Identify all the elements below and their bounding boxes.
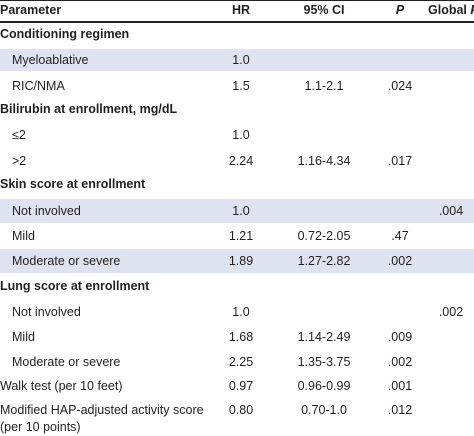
row-hr: 1.21: [228, 229, 254, 243]
row-p: .001: [387, 379, 413, 393]
section-header: Lung score at enrollment: [0, 279, 474, 299]
row-ci: 1.35-3.75: [297, 355, 351, 369]
row-label: Not involved: [12, 305, 81, 319]
table-row: Not involved 1.0 .002: [0, 300, 474, 324]
top-rule: [0, 0, 474, 1]
table-row: ≤2 1.0: [0, 124, 474, 146]
row-p: .024: [387, 79, 413, 93]
row-ci: 1.27-2.82: [297, 254, 351, 268]
row-ci: 0.72-2.05: [297, 229, 351, 243]
row-p: .012: [387, 403, 413, 417]
section-title: Lung score at enrollment: [0, 279, 150, 293]
table-row: Moderate or severe 2.25 1.35-3.75 .002: [0, 350, 474, 374]
table-row: Myeloablative 1.0: [0, 49, 474, 71]
row-ci: 0.96-0.99: [297, 379, 351, 393]
row-hr: 0.80: [228, 403, 254, 417]
row-label: Modified HAP-adjusted activity score (pe…: [0, 403, 204, 434]
row-hr: 1.0: [232, 204, 250, 218]
header-global-p: Global P: [428, 3, 474, 17]
table-row: Modified HAP-adjusted activity score (pe…: [0, 401, 474, 434]
row-hr: 1.0: [232, 305, 250, 319]
row-label: Moderate or severe: [12, 254, 121, 268]
table-row: Mild 1.21 0.72-2.05 .47: [0, 224, 474, 248]
section-title: Skin score at enrollment: [0, 177, 146, 191]
row-hr: 1.89: [228, 254, 254, 268]
row-global-p: .002: [438, 305, 464, 319]
section-title: Bilirubin at enrollment, mg/dL: [0, 102, 178, 116]
row-label: Not involved: [12, 204, 81, 218]
header-p: P: [395, 3, 405, 17]
row-ci: 1.14-2.49: [297, 330, 351, 344]
table-row: Moderate or severe 1.89 1.27-2.82 .002: [0, 249, 474, 273]
row-p: .017: [387, 154, 413, 168]
row-label: Walk test (per 10 feet): [0, 379, 123, 393]
table-row: Not involved 1.0 .004: [0, 199, 474, 223]
table-row: Mild 1.68 1.14-2.49 .009: [0, 325, 474, 349]
row-p: .002: [387, 355, 413, 369]
row-global-p: .004: [438, 204, 464, 218]
section-header: Skin score at enrollment: [0, 177, 474, 197]
section-header: Conditioning regimen: [0, 27, 474, 47]
table-row: Walk test (per 10 feet) 0.97 0.96-0.99 .…: [0, 376, 474, 398]
header-global-p-italic: P: [470, 3, 474, 17]
row-ci: 1.16-4.34: [297, 154, 351, 168]
header-parameter: Parameter: [0, 3, 62, 17]
row-hr: 2.24: [228, 154, 254, 168]
row-label: Myeloablative: [12, 53, 89, 67]
row-label: ≤2: [12, 128, 26, 142]
row-p: .47: [391, 229, 409, 243]
table-row: >2 2.24 1.16-4.34 .017: [0, 150, 474, 172]
row-label: Mild: [12, 229, 35, 243]
section-header: Bilirubin at enrollment, mg/dL: [0, 102, 474, 122]
row-hr: 1.0: [232, 53, 250, 67]
row-ci: 1.1-2.1: [304, 79, 344, 93]
row-label: Mild: [12, 330, 35, 344]
section-title: Conditioning regimen: [0, 27, 130, 41]
table-row: RIC/NMA 1.5 1.1-2.1 .024: [0, 75, 474, 97]
row-hr: 0.97: [228, 379, 254, 393]
row-hr: 2.25: [228, 355, 254, 369]
header-hr: HR: [231, 3, 251, 17]
row-hr: 1.5: [232, 79, 250, 93]
row-ci: 0.70-1.0: [301, 403, 347, 417]
row-p: .009: [387, 330, 413, 344]
row-hr: 1.68: [228, 330, 254, 344]
row-hr: 1.0: [232, 128, 250, 142]
header-rule: [0, 21, 474, 23]
header-ci: 95% CI: [303, 3, 345, 17]
row-label: Moderate or severe: [12, 355, 121, 369]
row-p: .002: [387, 254, 413, 268]
row-label: RIC/NMA: [12, 79, 65, 93]
row-label: >2: [12, 154, 27, 168]
header-row: Parameter HR 95% CI P Global P: [0, 3, 474, 21]
